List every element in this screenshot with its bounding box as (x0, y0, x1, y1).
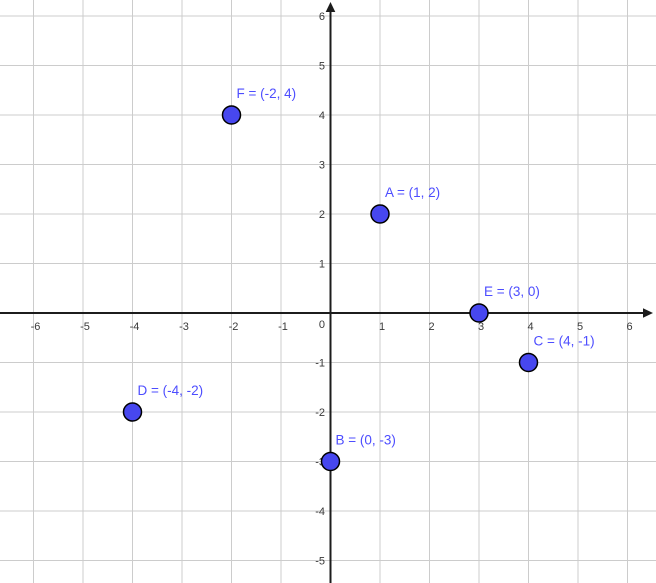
point-label-C: C = (4, -1) (534, 334, 595, 349)
origin-label: 0 (319, 319, 325, 331)
x-tick-label: 6 (626, 321, 632, 333)
data-point-C[interactable] (518, 352, 539, 373)
y-tick-label: -4 (315, 506, 325, 518)
y-tick-label: 3 (319, 160, 325, 172)
point-label-E: E = (3, 0) (484, 284, 540, 299)
x-tick-label: 1 (379, 321, 385, 333)
data-point-B[interactable] (320, 451, 341, 472)
y-tick-label: -5 (315, 556, 325, 568)
point-label-D: D = (-4, -2) (138, 383, 204, 398)
point-label-A: A = (1, 2) (385, 185, 440, 200)
x-tick-label: 4 (527, 321, 533, 333)
y-axis-arrow-icon (325, 2, 336, 12)
x-tick-label: -2 (229, 321, 239, 333)
data-point-E[interactable] (469, 303, 489, 323)
x-tick-label: -5 (80, 321, 90, 333)
x-tick-label: -6 (31, 321, 41, 333)
point-label-F: F = (-2, 4) (237, 86, 297, 101)
data-point-A[interactable] (370, 204, 390, 224)
x-tick-label: 5 (577, 321, 583, 333)
y-tick-label: -2 (315, 407, 325, 419)
x-tick-label: 3 (478, 321, 484, 333)
y-tick-label: 6 (319, 11, 325, 23)
y-tick-label: 2 (319, 209, 325, 221)
x-tick-label: -3 (179, 321, 189, 333)
y-tick-label: 1 (319, 259, 325, 271)
point-label-B: B = (0, -3) (336, 433, 396, 448)
data-point-F[interactable] (221, 105, 242, 125)
x-tick-label: 2 (428, 321, 434, 333)
y-tick-label: -3 (315, 457, 325, 469)
y-tick-label: 4 (319, 110, 325, 122)
x-tick-label: -4 (130, 321, 140, 333)
x-axis-arrow-icon (643, 308, 653, 318)
y-tick-label: 5 (319, 61, 325, 73)
x-tick-label: -1 (278, 321, 288, 333)
y-tick-label: -1 (315, 358, 325, 370)
data-point-D[interactable] (122, 402, 143, 422)
